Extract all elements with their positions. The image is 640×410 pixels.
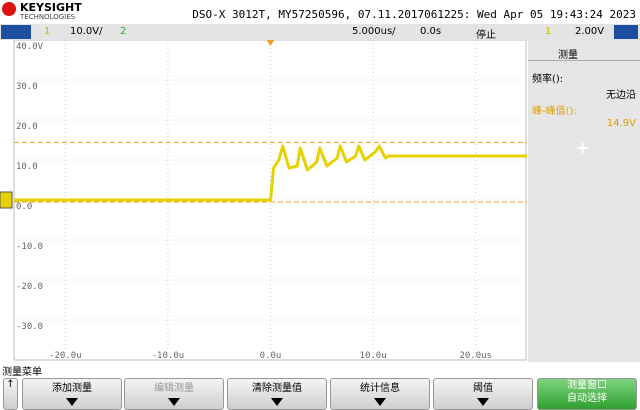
button-label: 清除测量值 xyxy=(252,383,302,394)
trig-ch: 1 xyxy=(545,26,552,37)
add-button[interactable]: + xyxy=(576,138,590,157)
meas-value: 14.9V xyxy=(606,118,636,129)
trace xyxy=(14,144,527,202)
y-tick-label: 30.0 xyxy=(16,82,38,92)
y-tick-label: -10.0 xyxy=(16,242,43,252)
logo xyxy=(2,2,16,16)
y-tick-label: 10.0 xyxy=(16,162,38,172)
ch1: 1 xyxy=(44,26,51,37)
y-tick-label: -30.0 xyxy=(16,322,43,332)
divider xyxy=(528,60,640,61)
meas-label: 频率(): xyxy=(532,74,564,85)
menu-button[interactable]: 测量窗口 自动选择 xyxy=(537,378,637,410)
delay: 0.0s xyxy=(420,26,442,37)
button-label: 测量窗口 xyxy=(567,380,607,391)
y-tick-label: 40.0V xyxy=(16,42,44,52)
button-label: 编辑测量 xyxy=(154,383,194,394)
button-label: 阈值 xyxy=(473,383,493,394)
ch2: 2 xyxy=(120,26,127,37)
menu-button[interactable]: 添加测量 xyxy=(22,378,122,410)
button-label: 添加测量 xyxy=(52,383,92,394)
ground-marker xyxy=(0,191,13,209)
y-tick-label: 20.0 xyxy=(16,122,38,132)
ch-button[interactable] xyxy=(1,25,31,39)
button-label: 统计信息 xyxy=(360,383,400,394)
timebase: 5.000us/ xyxy=(352,26,396,37)
plot: 40.0V 30.0 20.0 10.0 0.0 -10.0 -20.0 -30.0 -20.0… xyxy=(0,40,527,361)
x-tick-label: 20.0us xyxy=(459,351,492,361)
brand-sub: TECHNOLOGIES xyxy=(20,13,76,21)
trigger-marker xyxy=(266,40,275,46)
trig-level: 2.00V xyxy=(575,26,605,37)
back-button[interactable]: ↑ xyxy=(3,378,18,410)
button-sub: 自动选择 xyxy=(567,393,607,404)
back-label: ↑ xyxy=(6,379,15,390)
menu-button[interactable]: 编辑测量 xyxy=(124,378,224,410)
side-panel xyxy=(528,40,640,362)
y-tick-label: 0.0 xyxy=(16,202,32,212)
ch1-scale: 10.0V/ xyxy=(70,26,103,37)
menu-title: 测量菜单 xyxy=(2,367,42,378)
panel-title: 测量 xyxy=(558,50,578,61)
run-state: 停止 xyxy=(476,30,496,41)
panel-button[interactable] xyxy=(614,25,638,39)
menu-button[interactable]: 阈值 xyxy=(433,378,533,410)
x-tick-label: -20.0u xyxy=(49,351,82,361)
menu-button[interactable]: 清除测量值 xyxy=(227,378,327,410)
menu-button[interactable]: 统计信息 xyxy=(330,378,430,410)
x-tick-label: 0.0u xyxy=(260,351,282,361)
info: DSO-X 3012T, MY57250596, 07.11.201706122… xyxy=(192,8,636,21)
meas-value: 无边沿 xyxy=(606,90,636,101)
x-tick-label: 10.0u xyxy=(360,351,387,361)
meas-label: 峰-峰值(): xyxy=(532,106,577,117)
brand: KEYSIGHT xyxy=(20,1,82,14)
x-tick-label: -10.0u xyxy=(152,351,185,361)
y-tick-label: -20.0 xyxy=(16,282,43,292)
status-bar xyxy=(0,24,640,40)
